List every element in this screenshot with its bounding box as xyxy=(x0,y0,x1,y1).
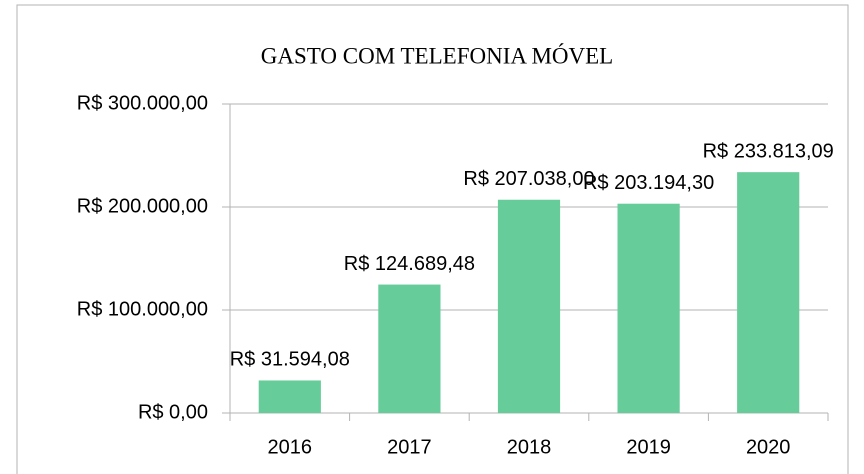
chart-border xyxy=(16,4,849,474)
data-label: R$ 31.594,08 xyxy=(230,349,350,371)
bar xyxy=(737,172,800,413)
data-label: R$ 233.813,09 xyxy=(703,140,834,162)
x-tick-label: 2019 xyxy=(626,436,671,458)
y-tick-label: R$ 100.000,00 xyxy=(77,298,208,320)
data-label: R$ 124.689,48 xyxy=(344,253,475,275)
chart-title: GASTO COM TELEFONIA MÓVEL xyxy=(261,42,613,68)
data-label: R$ 207.038,00 xyxy=(463,168,594,190)
x-tick-label: 2020 xyxy=(746,436,791,458)
x-tick-label: 2016 xyxy=(268,436,313,458)
bar xyxy=(617,203,680,413)
x-tick-label: 2017 xyxy=(387,436,432,458)
y-tick-label: R$ 300.000,00 xyxy=(77,92,208,114)
bar xyxy=(378,284,441,413)
bar xyxy=(258,380,321,413)
bar xyxy=(497,199,561,413)
y-tick-label: R$ 200.000,00 xyxy=(77,195,208,217)
data-label: R$ 203.194,30 xyxy=(583,172,714,194)
y-tick-label: R$ 0,00 xyxy=(138,401,208,423)
x-tick-label: 2018 xyxy=(507,436,552,458)
